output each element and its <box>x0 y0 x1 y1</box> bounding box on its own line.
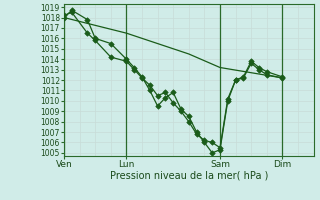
X-axis label: Pression niveau de la mer( hPa ): Pression niveau de la mer( hPa ) <box>110 171 268 181</box>
